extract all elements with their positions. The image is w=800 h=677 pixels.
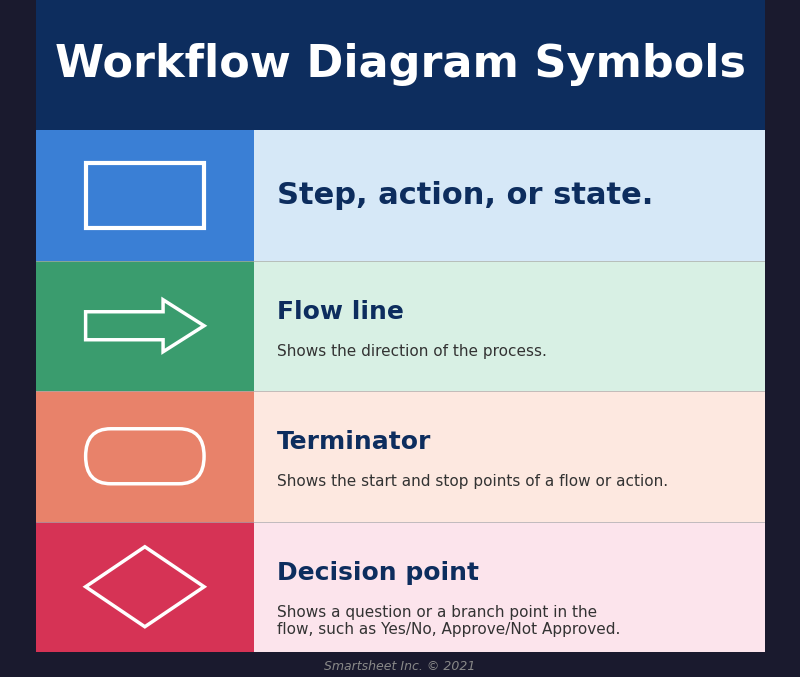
FancyBboxPatch shape bbox=[35, 130, 254, 261]
FancyBboxPatch shape bbox=[254, 391, 765, 521]
Text: Flow line: Flow line bbox=[277, 300, 404, 324]
FancyBboxPatch shape bbox=[254, 130, 765, 261]
Text: Step, action, or state.: Step, action, or state. bbox=[277, 181, 654, 210]
FancyBboxPatch shape bbox=[35, 0, 765, 130]
FancyBboxPatch shape bbox=[35, 521, 254, 652]
FancyBboxPatch shape bbox=[35, 391, 254, 521]
Text: Shows a question or a branch point in the
flow, such as Yes/No, Approve/Not Appr: Shows a question or a branch point in th… bbox=[277, 605, 620, 637]
FancyBboxPatch shape bbox=[254, 261, 765, 391]
Text: Shows the start and stop points of a flow or action.: Shows the start and stop points of a flo… bbox=[277, 475, 668, 489]
Text: Terminator: Terminator bbox=[277, 431, 431, 454]
FancyBboxPatch shape bbox=[35, 261, 254, 391]
Text: Workflow Diagram Symbols: Workflow Diagram Symbols bbox=[54, 43, 746, 87]
Text: Smartsheet Inc. © 2021: Smartsheet Inc. © 2021 bbox=[324, 661, 476, 674]
Text: Shows the direction of the process.: Shows the direction of the process. bbox=[277, 344, 547, 359]
Text: Decision point: Decision point bbox=[277, 561, 479, 585]
FancyBboxPatch shape bbox=[254, 521, 765, 652]
